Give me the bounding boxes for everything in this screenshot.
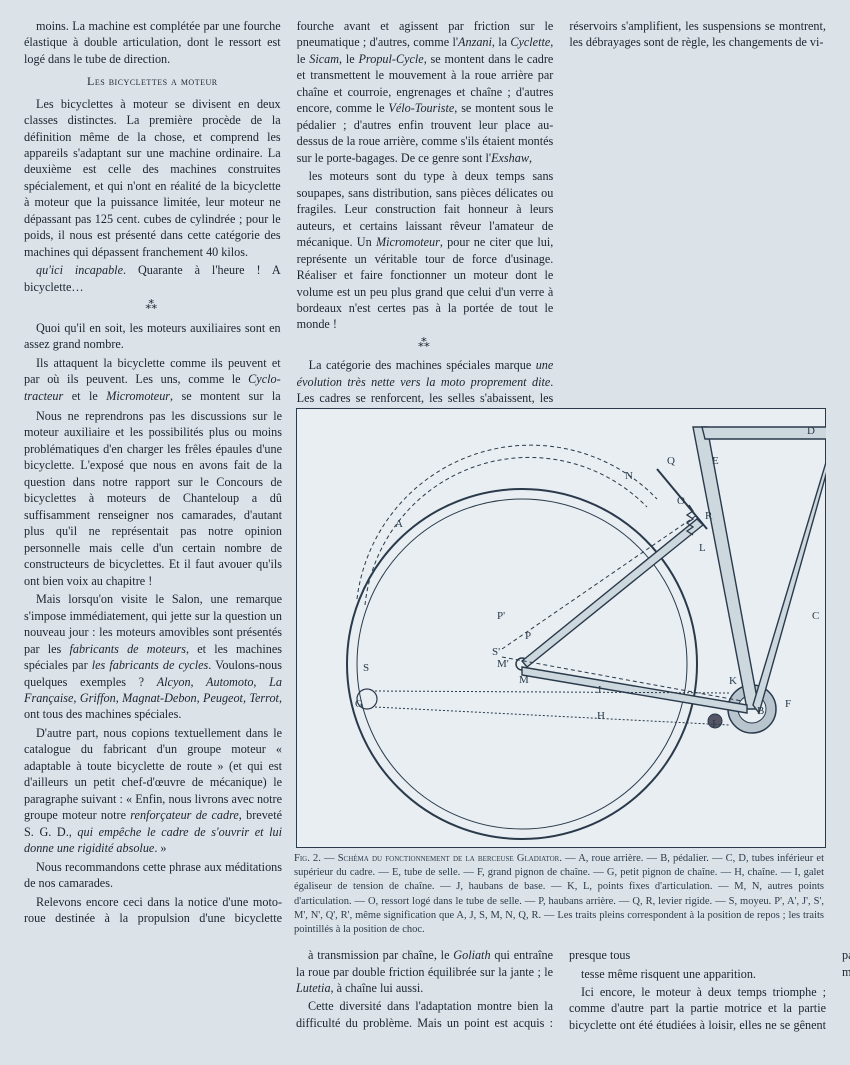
mid-row: A B C D E F G H I J K L M N O P Q R S P' M' S' Fig… xyxy=(24,408,826,937)
svg-text:N: N xyxy=(625,470,633,482)
para: qu'ici incapable. Quarante à l'heure ! A… xyxy=(24,262,281,295)
gladiator-schema-svg: A B C D E F G H I J K L M N O P Q R S P' M' S' xyxy=(297,409,826,849)
para: Les bicyclettes à moteur se divisent en … xyxy=(24,96,281,261)
para: à transmission par chaîne, le Goliath qu… xyxy=(296,947,553,996)
para: Mais lorsqu'on visite le Salon, une rema… xyxy=(24,591,282,723)
svg-text:M': M' xyxy=(497,658,509,670)
top-columns: moins. La machine est complétée par une … xyxy=(24,18,826,408)
para: D'autre part, nous copions textuellement… xyxy=(24,725,282,857)
svg-text:C: C xyxy=(812,610,819,622)
separator-ornament: ⁂ xyxy=(297,335,554,351)
para: tesse même risquent une apparition. xyxy=(569,966,826,982)
separator-ornament: ⁂ xyxy=(24,297,281,313)
para: Quoi qu'il en soit, les moteurs auxiliai… xyxy=(24,320,281,353)
svg-text:P: P xyxy=(525,630,531,642)
svg-text:S': S' xyxy=(492,646,500,658)
svg-text:J: J xyxy=(597,684,602,696)
svg-text:P': P' xyxy=(497,610,505,622)
svg-text:E: E xyxy=(712,455,719,467)
para: Relevons encore ceci dans la notice d'un… xyxy=(24,894,282,928)
svg-text:S: S xyxy=(363,662,369,674)
left-text: Nous ne reprendrons pas les discussions … xyxy=(24,408,282,928)
figure-caption: Fig. 2. — Schéma du fonctionnement de la… xyxy=(292,852,826,937)
para: Nous recommandons cette phrase aux médit… xyxy=(24,859,282,892)
para: Nous ne reprendrons pas les discussions … xyxy=(24,408,282,589)
figure-diagram: A B C D E F G H I J K L M N O P Q R S P' M' S' xyxy=(296,408,826,848)
lower-columns: à transmission par chaîne, le Goliath qu… xyxy=(296,947,826,1047)
svg-text:Q: Q xyxy=(667,455,675,467)
svg-text:I: I xyxy=(712,718,716,730)
svg-text:A: A xyxy=(395,518,403,530)
svg-text:O: O xyxy=(677,495,685,507)
svg-text:K: K xyxy=(729,675,737,687)
svg-text:M: M xyxy=(519,674,529,686)
svg-text:L: L xyxy=(699,542,706,554)
svg-text:G: G xyxy=(355,698,363,710)
subheading: Les bicyclettes a moteur xyxy=(24,73,281,89)
page: moins. La machine est complétée par une … xyxy=(0,0,850,1065)
svg-text:B: B xyxy=(757,705,764,717)
svg-text:H: H xyxy=(597,710,605,722)
svg-text:R: R xyxy=(705,510,713,522)
para: moins. La machine est complétée par une … xyxy=(24,18,281,67)
para: les moteurs sont du type à deux temps sa… xyxy=(297,168,554,333)
svg-text:F: F xyxy=(785,698,791,710)
svg-text:D: D xyxy=(807,425,815,437)
